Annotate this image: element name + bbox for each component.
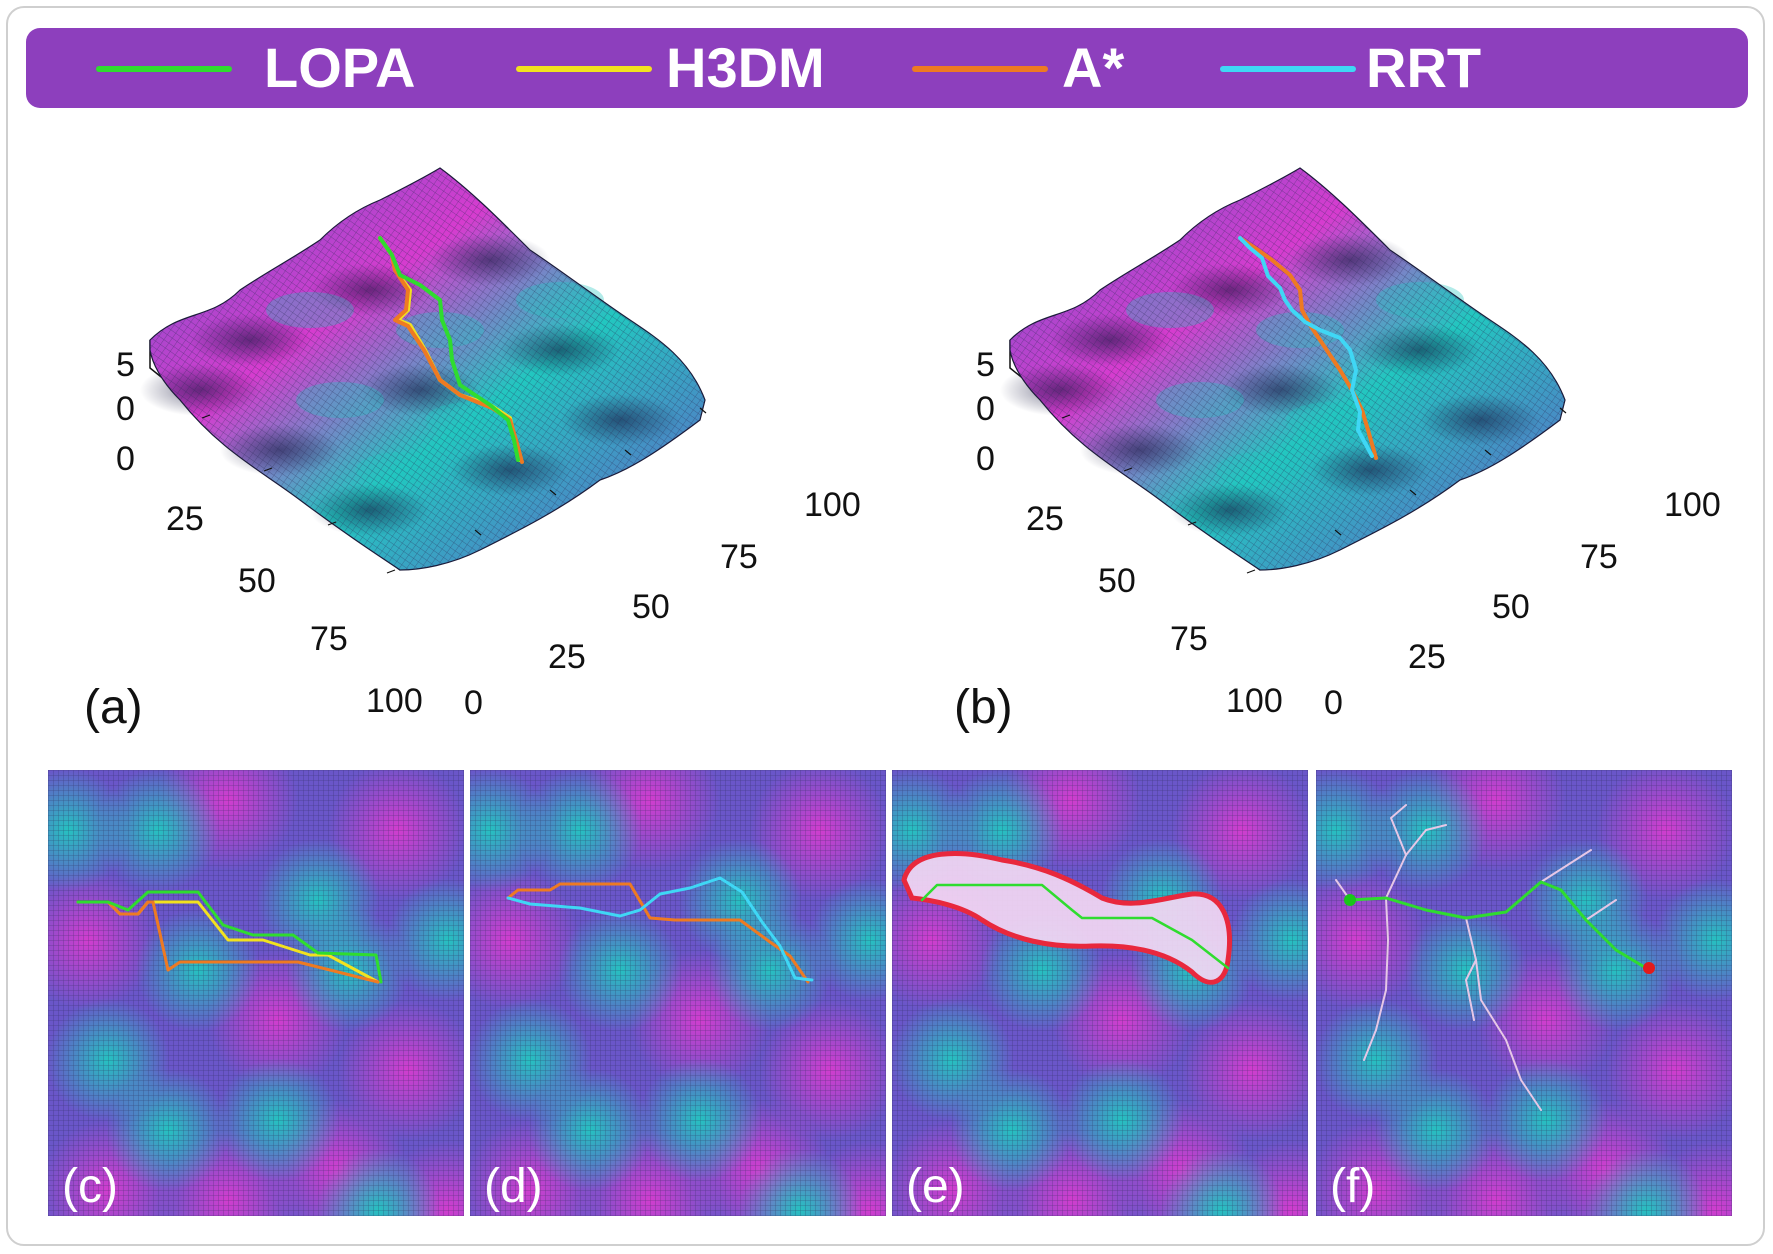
right-axis-tick-3 [699,407,707,414]
left-axis-tick-3 [386,569,396,574]
topview-map-e [892,770,1308,1216]
legend-label-h3dm: H3DM [666,36,825,99]
panel-label-c: (c) [62,1160,118,1213]
right-tick-0: 0 [1324,684,1343,722]
left-axis-tick-3 [1246,569,1256,574]
rrt-branch-6 [1540,849,1592,883]
right-tick-25: 25 [1408,638,1446,676]
left-tick-75: 75 [1170,620,1208,658]
path-rrt-flat [506,876,814,982]
legend-swatch-h3dm [516,66,652,72]
panel-e-topview: (e) [892,770,1308,1216]
left-axis-tick-0 [1061,414,1071,419]
legend: LOPA H3DM A* RRT [26,28,1748,108]
right-axis-tick-0 [1334,529,1342,536]
map-mesh [892,770,1308,1216]
left-tick-0: 0 [116,440,135,478]
right-axis-tick-3 [1559,407,1567,414]
path-astar-3d [1238,236,1378,460]
path-rrt-3d [1238,236,1374,458]
right-tick-75: 75 [720,538,758,576]
path-astar-flat [506,882,810,984]
left-tick-100: 100 [1226,682,1283,720]
terrain-mesh [1009,167,1566,571]
rrt-branch-2 [1390,804,1407,856]
left-axis-tick-1 [1123,467,1133,472]
panel-c-topview: (c) [48,770,464,1216]
left-tick-75: 75 [310,620,348,658]
panel-label-a: (a) [84,681,143,734]
z-tick-5: 5 [976,346,995,384]
rrt-branch-8 [1585,899,1617,921]
right-tick-75: 75 [1580,538,1618,576]
panel-label-b: (b) [954,681,1013,734]
terrain-mesh [149,167,706,571]
path-lopa-flat [920,883,1230,970]
topview-map-c [48,770,464,1216]
topview-map-f [1316,770,1732,1216]
path-lopa-flat [1348,880,1648,970]
legend-swatch-rrt [1220,66,1356,72]
path-lopa-flat [76,890,383,984]
left-tick-50: 50 [238,562,276,600]
right-tick-50: 50 [1492,588,1530,626]
left-axis-tick-1 [263,467,273,472]
map-mesh [470,770,886,1216]
left-axis-tick-2 [327,521,337,526]
z-tick-0: 0 [116,390,135,428]
panel-label-e: (e) [906,1160,965,1213]
z-tick-0: 0 [976,390,995,428]
right-axis-tick-2 [1484,449,1492,456]
path-astar-flat [76,900,380,984]
start-marker [1344,894,1356,906]
right-tick-25: 25 [548,638,586,676]
surface-plot-a [140,167,707,574]
rrt-branch-4 [1465,917,1542,1111]
right-axis-tick-2 [624,449,632,456]
left-tick-25: 25 [1026,500,1064,538]
right-tick-100: 100 [1664,486,1721,524]
left-tick-0: 0 [976,440,995,478]
right-axis-tick-0 [474,529,482,536]
panel-a-3d-surface: 5 0 0 25 50 75 100 0 25 50 75 100 (a) [40,150,861,740]
rrt-branch-5 [1465,959,1477,1021]
left-tick-100: 100 [366,682,423,720]
legend-label-rrt: RRT [1366,36,1482,99]
panel-b-3d-surface: 5 0 0 25 50 75 100 0 25 50 75 100 (b) [900,150,1721,740]
right-axis-tick-1 [1409,489,1417,496]
map-mesh [1316,770,1732,1216]
panel-d-topview: (d) [470,770,886,1216]
left-axis-tick-2 [1187,521,1197,526]
legend-label-lopa: LOPA [264,36,416,99]
topview-map-d [470,770,886,1216]
right-axis-tick-1 [549,489,557,496]
left-axis-tick-0 [201,414,211,419]
panel-label-d: (d) [484,1160,543,1213]
goal-marker [1643,962,1655,974]
left-tick-50: 50 [1098,562,1136,600]
rrt-branch-1 [1385,824,1447,899]
map-mesh [48,770,464,1216]
legend-swatch-astar [912,66,1048,72]
z-tick-5: 5 [116,346,135,384]
panel-f-topview: (f) [1316,770,1732,1216]
right-tick-100: 100 [804,486,861,524]
right-tick-0: 0 [464,684,483,722]
right-tick-50: 50 [632,588,670,626]
rrt-branch-3 [1363,897,1389,1061]
legend-label-astar: A* [1062,36,1125,99]
left-tick-25: 25 [166,500,204,538]
panel-label-f: (f) [1330,1160,1376,1213]
surface-plot-b [1000,167,1567,574]
path-lopa-3d [378,236,520,462]
legend-swatch-lopa [96,66,232,72]
